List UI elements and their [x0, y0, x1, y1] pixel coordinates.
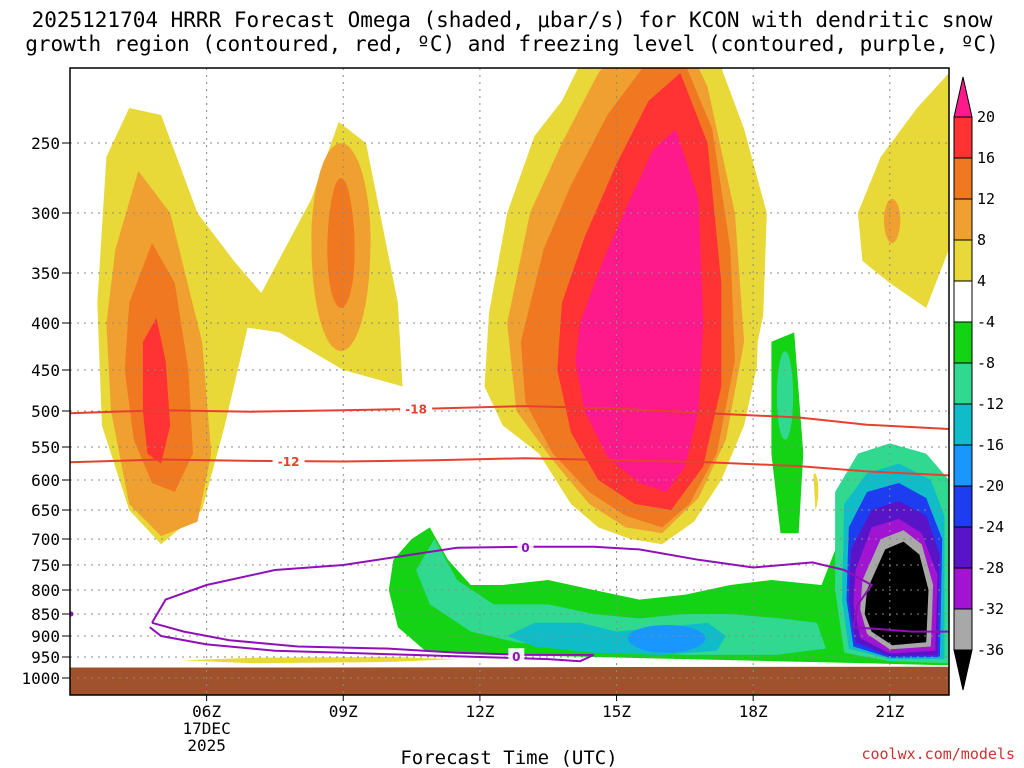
title-line-2: growth region (contoured, red, ºC) and f…: [25, 32, 999, 56]
x-tick-label-06Z: 06Z: [192, 702, 221, 721]
x-tick-label-09Z: 09Z: [329, 702, 358, 721]
colorbar-swatch-3: [953, 239, 973, 282]
credit-link[interactable]: coolwx.com/models: [861, 745, 1015, 763]
omega-band-neg20-low: [627, 625, 706, 653]
y-tick-label-450: 450: [31, 361, 60, 380]
omega-field: [70, 68, 949, 695]
colorbar-label-16: 16: [977, 149, 995, 167]
y-tick-label-650: 650: [31, 501, 60, 520]
isotherm-label--12: -12: [278, 455, 300, 469]
y-tick-label-800: 800: [31, 581, 60, 600]
date-label-1: 2025: [187, 736, 226, 755]
colorbar-label-8: 8: [977, 231, 986, 249]
title-line-1: 2025121704 HRRR Forecast Omega (shaded, …: [31, 8, 993, 32]
colorbar-label--28: -28: [977, 559, 1004, 577]
colorbar-swatch-7: [953, 403, 973, 446]
colorbar-label--32: -32: [977, 600, 1004, 618]
colorbar-swatch-5: [953, 321, 973, 364]
omega-band-24-main: [575, 129, 704, 492]
y-tick-label-400: 400: [31, 314, 60, 333]
x-tick-label-18Z: 18Z: [739, 702, 768, 721]
isotherm--18: [70, 405, 949, 430]
x-axis-label: Forecast Time (UTC): [400, 747, 617, 768]
y-tick-label-300: 300: [31, 204, 60, 223]
freezing-label-0: 0: [521, 541, 529, 555]
omega-band-4-late: [857, 73, 949, 308]
y-tick-label-350: 350: [31, 264, 60, 283]
contour-lines: -18 -12 0 0: [70, 400, 949, 664]
omega-band-16-early: [142, 318, 171, 464]
freezing-level-upper: [151, 545, 949, 633]
y-tick-label-550: 550: [31, 438, 60, 457]
y-tick-label-900: 900: [31, 627, 60, 646]
date-label-0: 17DEC: [183, 719, 231, 738]
chart-title: 2025121704 HRRR Forecast Omega (shaded, …: [0, 8, 1024, 56]
freezing-label-bg: [508, 648, 525, 664]
y-tick-label-600: 600: [31, 471, 60, 490]
colorbar-label-4: 4: [977, 272, 986, 290]
omega-band-neg4-small: [248, 450, 274, 516]
y-tick-label-850: 850: [31, 605, 60, 624]
colorbar-bottom-arrow: [953, 649, 973, 691]
colorbar-swatch-1: [953, 157, 973, 200]
colorbar-swatch-0: [953, 116, 973, 159]
colorbar-top-arrow: [953, 76, 973, 118]
colorbar-swatch-10: [953, 526, 973, 569]
freezing-level-lower: [149, 621, 595, 663]
colorbar-label--24: -24: [977, 518, 1004, 536]
colorbar-swatch-2: [953, 198, 973, 241]
colorbar-label--36: -36: [977, 641, 1004, 659]
y-tick-label-950: 950: [31, 648, 60, 667]
y-tick-label-750: 750: [31, 556, 60, 575]
plot-area: -18 -12 0 0: [69, 67, 950, 696]
freezing-label-bg: [517, 538, 534, 554]
colorbar-swatch-6: [953, 362, 973, 405]
y-tick-label-250: 250: [31, 134, 60, 153]
ground-surface: [70, 666, 949, 695]
omega-band-12-upper: [327, 178, 355, 308]
y-tick-label-700: 700: [31, 530, 60, 549]
omega-band-neg40-late: [864, 541, 929, 646]
colorbar-label--12: -12: [977, 395, 1004, 413]
y-tick-label-1000: 1000: [21, 669, 60, 688]
colorbar-label--4: -4: [977, 313, 995, 331]
colorbar-label-20: 20: [977, 108, 995, 126]
isotherm--12: [70, 457, 949, 477]
x-tick-label-12Z: 12Z: [465, 702, 494, 721]
isotherm-label-bg: [272, 452, 305, 468]
colorbar-label--16: -16: [977, 436, 1004, 454]
freezing-label-1: 0: [512, 650, 520, 664]
y-tick-label-500: 500: [31, 402, 60, 421]
isotherm-label--18: -18: [405, 403, 427, 417]
colorbar-label--8: -8: [977, 354, 995, 372]
colorbar-label-12: 12: [977, 190, 995, 208]
colorbar-label--20: -20: [977, 477, 1004, 495]
omega-band-neg12-low: [416, 539, 826, 655]
y-axis: 250 300 350 400 450 500 550 600 650 700 750 800 850 9…: [21, 134, 70, 688]
colorbar-swatch-8: [953, 444, 973, 487]
colorbar-swatch-4: [953, 280, 973, 323]
colorbar-swatch-11: [953, 567, 973, 610]
colorbar-swatch-12: [953, 608, 973, 651]
isotherm-label-bg: [400, 400, 433, 416]
colorbar-swatch-9: [953, 485, 973, 528]
x-tick-label-15Z: 15Z: [602, 702, 631, 721]
omega-band-8-late: [883, 199, 901, 243]
plot-frame: [69, 67, 950, 696]
omega-band-4-surface: [183, 657, 458, 664]
colorbar: 20 16 12 8 4 -4 -8 -12 -16 -20 -24 -28 -32 -36: [953, 76, 1004, 691]
x-tick-label-21Z: 21Z: [875, 702, 904, 721]
freezing-level-edge-dot: [70, 611, 74, 617]
